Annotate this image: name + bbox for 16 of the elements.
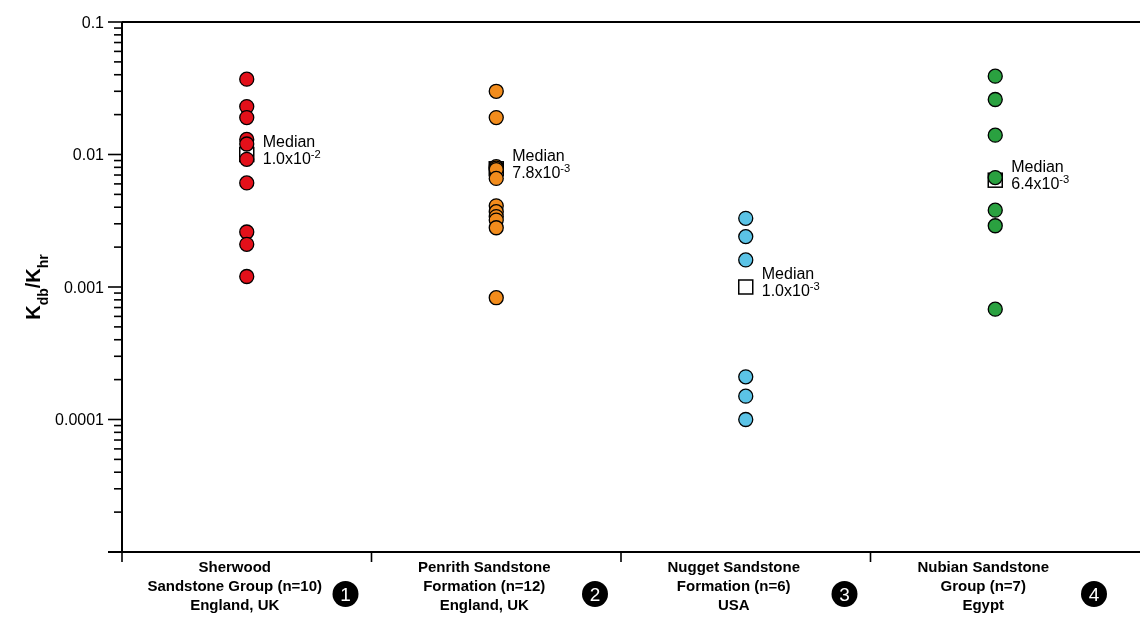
numbered-circle: 1 — [332, 581, 359, 607]
x-tick-label: Penrith Sandstone Formation (n=12) England, UK — [417, 558, 551, 613]
x-tick-label: Nugget Sandstone Formation (n=6) USA — [667, 558, 801, 613]
x-tick-label: Nubian Sandstone Group (n=7) Egypt — [917, 558, 1050, 613]
x-tick-label: Sherwood Sandstone Group (n=10) England, UK — [147, 558, 323, 613]
annotation: Median 1.0x10$^{-3}$ — [761, 265, 820, 299]
y-tick-label: 0.0001 — [55, 411, 105, 429]
annotation: Median 1.0x10$^{-2}$ — [262, 132, 321, 167]
numbered-circle: 2 — [582, 581, 608, 607]
annotation: Median 6.4x10$^{-3}$ — [1011, 158, 1070, 193]
numbered-circle: 4 — [1081, 581, 1107, 607]
annotation: Median 7.8x10$^{-3}$ — [512, 146, 571, 181]
numbered-circle: 3 — [831, 581, 858, 607]
y-tick-label: 0.001 — [63, 278, 105, 296]
y-tick-label: 0.01 — [72, 146, 105, 164]
y-tick-label: 0.1 — [81, 13, 105, 31]
